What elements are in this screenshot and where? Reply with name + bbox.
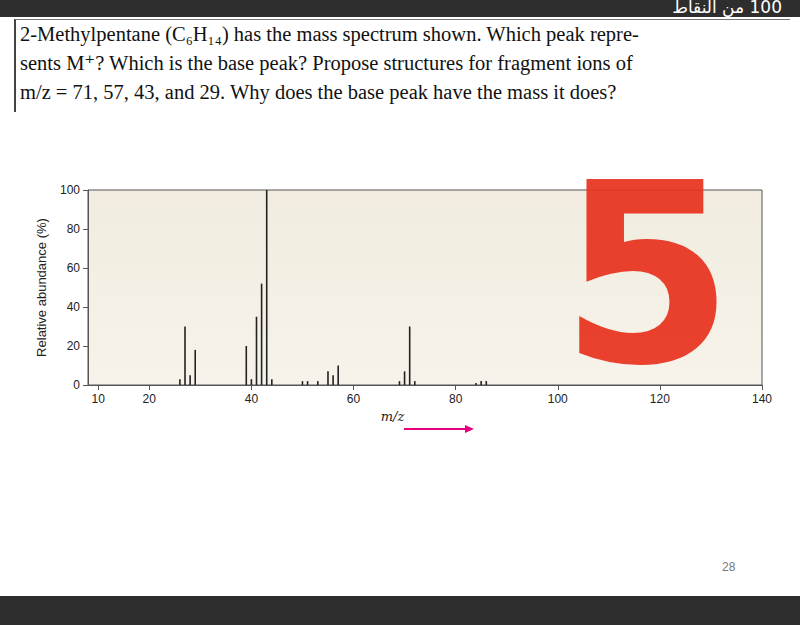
svg-text:140: 140 <box>752 392 772 406</box>
svg-text:60: 60 <box>67 261 81 275</box>
svg-text:40: 40 <box>245 392 259 406</box>
svg-text:10: 10 <box>92 392 106 406</box>
svg-text:60: 60 <box>347 392 361 406</box>
svg-text:80: 80 <box>67 222 81 236</box>
svg-text:20: 20 <box>67 339 81 353</box>
svg-text:0: 0 <box>73 378 80 392</box>
svg-text:20: 20 <box>143 392 157 406</box>
svg-text:40: 40 <box>67 300 81 314</box>
svg-text:80: 80 <box>449 392 463 406</box>
svg-text:m/z: m/z <box>381 409 405 424</box>
svg-text:Relative abundance (%): Relative abundance (%) <box>34 218 49 357</box>
svg-text:100: 100 <box>60 183 80 197</box>
